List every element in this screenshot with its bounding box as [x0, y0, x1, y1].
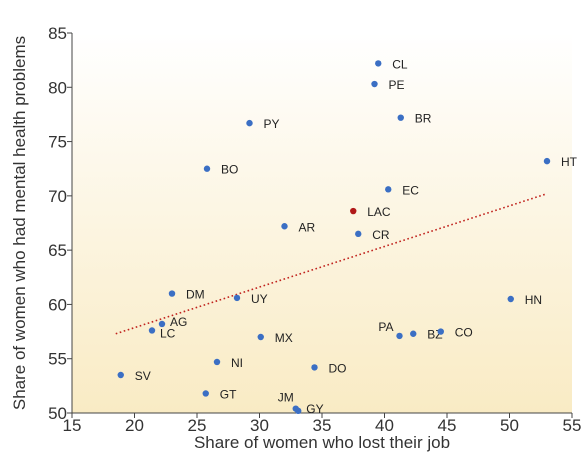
point-label-co: CO [455, 326, 473, 340]
point-label-ht: HT [561, 155, 578, 169]
data-point-ar [281, 223, 288, 230]
data-point-ni [213, 358, 221, 366]
point-label-py: PY [264, 117, 280, 131]
data-point-cr [355, 230, 362, 238]
data-point-do [311, 364, 318, 371]
data-point-cl [375, 60, 382, 67]
y-tick-label: 65 [48, 241, 67, 260]
point-label-hn: HN [525, 293, 542, 307]
data-point-gt [202, 390, 209, 397]
x-tick-label: 30 [250, 416, 269, 435]
point-label-cl: CL [392, 57, 408, 71]
point-label-uy: UY [251, 292, 268, 306]
data-point-sv [117, 371, 124, 379]
data-point-gy [295, 407, 302, 415]
x-axis-title: Share of women who lost their job [194, 433, 450, 452]
data-point-uy [233, 294, 241, 302]
data-point-co [437, 328, 444, 335]
y-tick-label: 60 [48, 295, 67, 314]
point-label-bo: BO [221, 163, 238, 177]
point-label-pa: PA [378, 320, 393, 334]
data-point-br [397, 114, 404, 121]
data-point-ag [158, 320, 166, 328]
point-label-lac: LAC [367, 205, 391, 219]
point-label-ar: AR [299, 220, 316, 234]
y-tick-label: 75 [48, 133, 67, 152]
point-label-jm: JM [278, 391, 294, 405]
point-label-ag: AG [170, 315, 187, 329]
x-tick-label: 35 [313, 416, 332, 435]
point-label-sv: SV [135, 369, 151, 383]
data-point-bz [410, 330, 417, 337]
y-axis-ticks: 50 55 60 65 70 75 80 85 [48, 24, 72, 423]
y-axis-title: Share of women who had mental health pro… [10, 36, 29, 410]
point-label-gy: GY [306, 402, 323, 416]
x-tick-label: 40 [375, 416, 394, 435]
data-point-mx [257, 333, 264, 341]
x-axis-ticks: 15 20 25 30 35 40 45 50 55 [63, 413, 582, 435]
data-point-pe [371, 80, 378, 88]
y-tick-label: 55 [48, 350, 67, 369]
point-label-do: DO [329, 361, 347, 375]
data-point-dm [168, 290, 176, 297]
point-label-lc: LC [160, 326, 176, 340]
point-label-cr: CR [372, 228, 390, 242]
plot-background [72, 33, 572, 413]
x-tick-label: 50 [500, 416, 519, 435]
point-label-gt: GT [220, 387, 237, 401]
point-label-ec: EC [402, 183, 419, 197]
point-label-mx: MX [275, 331, 293, 345]
point-label-br: BR [415, 112, 432, 126]
data-point-lac [350, 207, 357, 215]
x-tick-label: 55 [563, 416, 582, 435]
point-label-dm: DM [186, 288, 205, 302]
data-point-pa [396, 332, 403, 340]
data-point-py [246, 119, 253, 127]
y-tick-label: 70 [48, 187, 67, 206]
data-point-bo [203, 165, 211, 172]
x-tick-label: 15 [63, 416, 82, 435]
x-tick-label: 25 [188, 416, 207, 435]
x-tick-label: 45 [438, 416, 457, 435]
data-point-ht [543, 157, 551, 165]
y-tick-label: 50 [48, 404, 67, 423]
y-tick-label: 85 [48, 24, 67, 43]
point-label-ni: NI [231, 356, 243, 370]
data-point-hn [507, 295, 514, 303]
x-tick-label: 20 [125, 416, 144, 435]
point-label-pe: PE [389, 78, 405, 92]
data-point-ec [385, 186, 392, 193]
y-tick-label: 80 [48, 78, 67, 97]
data-point-lc [148, 327, 156, 334]
